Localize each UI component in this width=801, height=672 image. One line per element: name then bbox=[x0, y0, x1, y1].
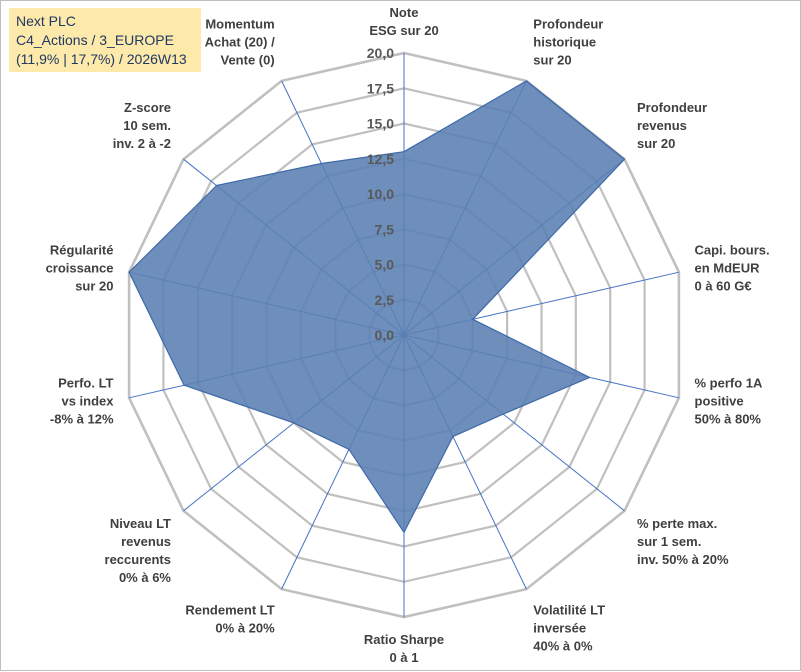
tick-label: 17,5 bbox=[367, 80, 394, 96]
category-label-line: revenus bbox=[637, 118, 687, 133]
tick-label: 5,0 bbox=[375, 257, 395, 273]
category-label-line: Régularité bbox=[50, 243, 114, 258]
category-label-line: en MdEUR bbox=[695, 261, 761, 276]
category-label-line: positive bbox=[695, 393, 744, 408]
category-label-line: Capi. bours. bbox=[695, 243, 770, 258]
category-label-line: % perfo 1A bbox=[695, 375, 764, 390]
category-label-line: Achat (20) / bbox=[205, 35, 275, 50]
category-label-line: reccurents bbox=[105, 552, 171, 567]
tick-label: 10,0 bbox=[367, 186, 394, 202]
category-label: Régularité croissance sur 20 bbox=[46, 243, 114, 294]
category-label: Profondeur revenus sur 20 bbox=[637, 100, 707, 151]
category-label-line: ESG sur 20 bbox=[369, 23, 438, 38]
category-label-line: 40% à 0% bbox=[533, 639, 593, 654]
category-label-line: 0 à 1 bbox=[390, 650, 419, 665]
category-label-line: Profondeur bbox=[637, 100, 707, 115]
category-label-line: sur 1 sem. bbox=[637, 534, 701, 549]
category-label-line: sur 20 bbox=[637, 136, 675, 151]
chart-title-box: Next PLC C4_Actions / 3_EUROPE (11,9% | … bbox=[9, 8, 201, 72]
category-label-line: revenus bbox=[121, 534, 171, 549]
series-area bbox=[128, 80, 626, 534]
category-label: % perte max. sur 1 sem. inv. 50% à 20% bbox=[637, 516, 729, 567]
category-label-line: inv. 2 à -2 bbox=[113, 136, 171, 151]
tick-label: 12,5 bbox=[367, 151, 394, 167]
category-label-line: sur 20 bbox=[533, 53, 571, 68]
category-label-line: vs index bbox=[61, 393, 114, 408]
tick-label: 7,5 bbox=[375, 221, 395, 237]
category-label-line: Vente (0) bbox=[221, 53, 275, 68]
category-label: Rendement LT 0% à 20% bbox=[185, 603, 275, 636]
category-label-line: Ratio Sharpe bbox=[364, 632, 444, 647]
category-label-line: 10 sem. bbox=[123, 118, 171, 133]
category-label: Z-score 10 sem. inv. 2 à -2 bbox=[113, 100, 171, 151]
category-label-line: inv. 50% à 20% bbox=[637, 552, 729, 567]
category-label-line: 0% à 20% bbox=[215, 621, 275, 636]
title-category: C4_Actions / 3_EUROPE bbox=[16, 32, 174, 48]
category-label-line: Z-score bbox=[124, 100, 171, 115]
tick-label: 0,0 bbox=[375, 327, 395, 343]
category-label-line: Perfo. LT bbox=[58, 375, 113, 390]
category-label-line: historique bbox=[533, 35, 596, 50]
category-label-line: croissance bbox=[46, 261, 114, 276]
category-labels: Note ESG sur 20 Profondeur historique sur 20… bbox=[46, 5, 770, 665]
category-label-line: Volatilité LT bbox=[533, 603, 605, 618]
category-label-line: sur 20 bbox=[75, 279, 113, 294]
category-label: Perfo. LT vs index -8% à 12% bbox=[50, 375, 114, 426]
title-stats: (11,9% | 17,7%) / 2026W13 bbox=[16, 51, 187, 67]
category-label-line: Note bbox=[390, 5, 419, 20]
category-label-line: Niveau LT bbox=[110, 516, 171, 531]
category-label: Ratio Sharpe 0 à 1 bbox=[364, 632, 444, 665]
category-label-line: inversée bbox=[533, 621, 586, 636]
category-label: Profondeur historique sur 20 bbox=[533, 17, 603, 68]
category-label: % perfo 1A positive 50% à 80% bbox=[695, 375, 764, 426]
category-label: Note ESG sur 20 bbox=[369, 5, 438, 38]
category-label: Volatilité LT inversée 40% à 0% bbox=[533, 603, 605, 654]
category-label-line: 0% à 6% bbox=[119, 570, 171, 585]
category-label-line: -8% à 12% bbox=[50, 411, 114, 426]
category-label: Momentum Achat (20) / Vente (0) bbox=[205, 17, 275, 68]
category-label: Niveau LT revenus reccurents 0% à 6% bbox=[105, 516, 172, 585]
category-label-line: Profondeur bbox=[533, 17, 603, 32]
category-label-line: % perte max. bbox=[637, 516, 717, 531]
title-company: Next PLC bbox=[16, 13, 76, 29]
category-label: Capi. bours. en MdEUR 0 à 60 G€ bbox=[695, 243, 770, 294]
category-label-line: Rendement LT bbox=[185, 603, 274, 618]
category-label-line: 0 à 60 G€ bbox=[695, 279, 752, 294]
category-label-line: 50% à 80% bbox=[695, 411, 762, 426]
radial-axis-ticks: 0,0 2,5 5,0 7,5 10,0 12,5 15,0 17,5 20,0 bbox=[367, 45, 394, 343]
tick-label: 20,0 bbox=[367, 45, 394, 61]
radar-series bbox=[128, 80, 626, 534]
category-label-line: Momentum bbox=[205, 17, 274, 32]
tick-label: 15,0 bbox=[367, 116, 394, 132]
tick-label: 2,5 bbox=[375, 292, 395, 308]
